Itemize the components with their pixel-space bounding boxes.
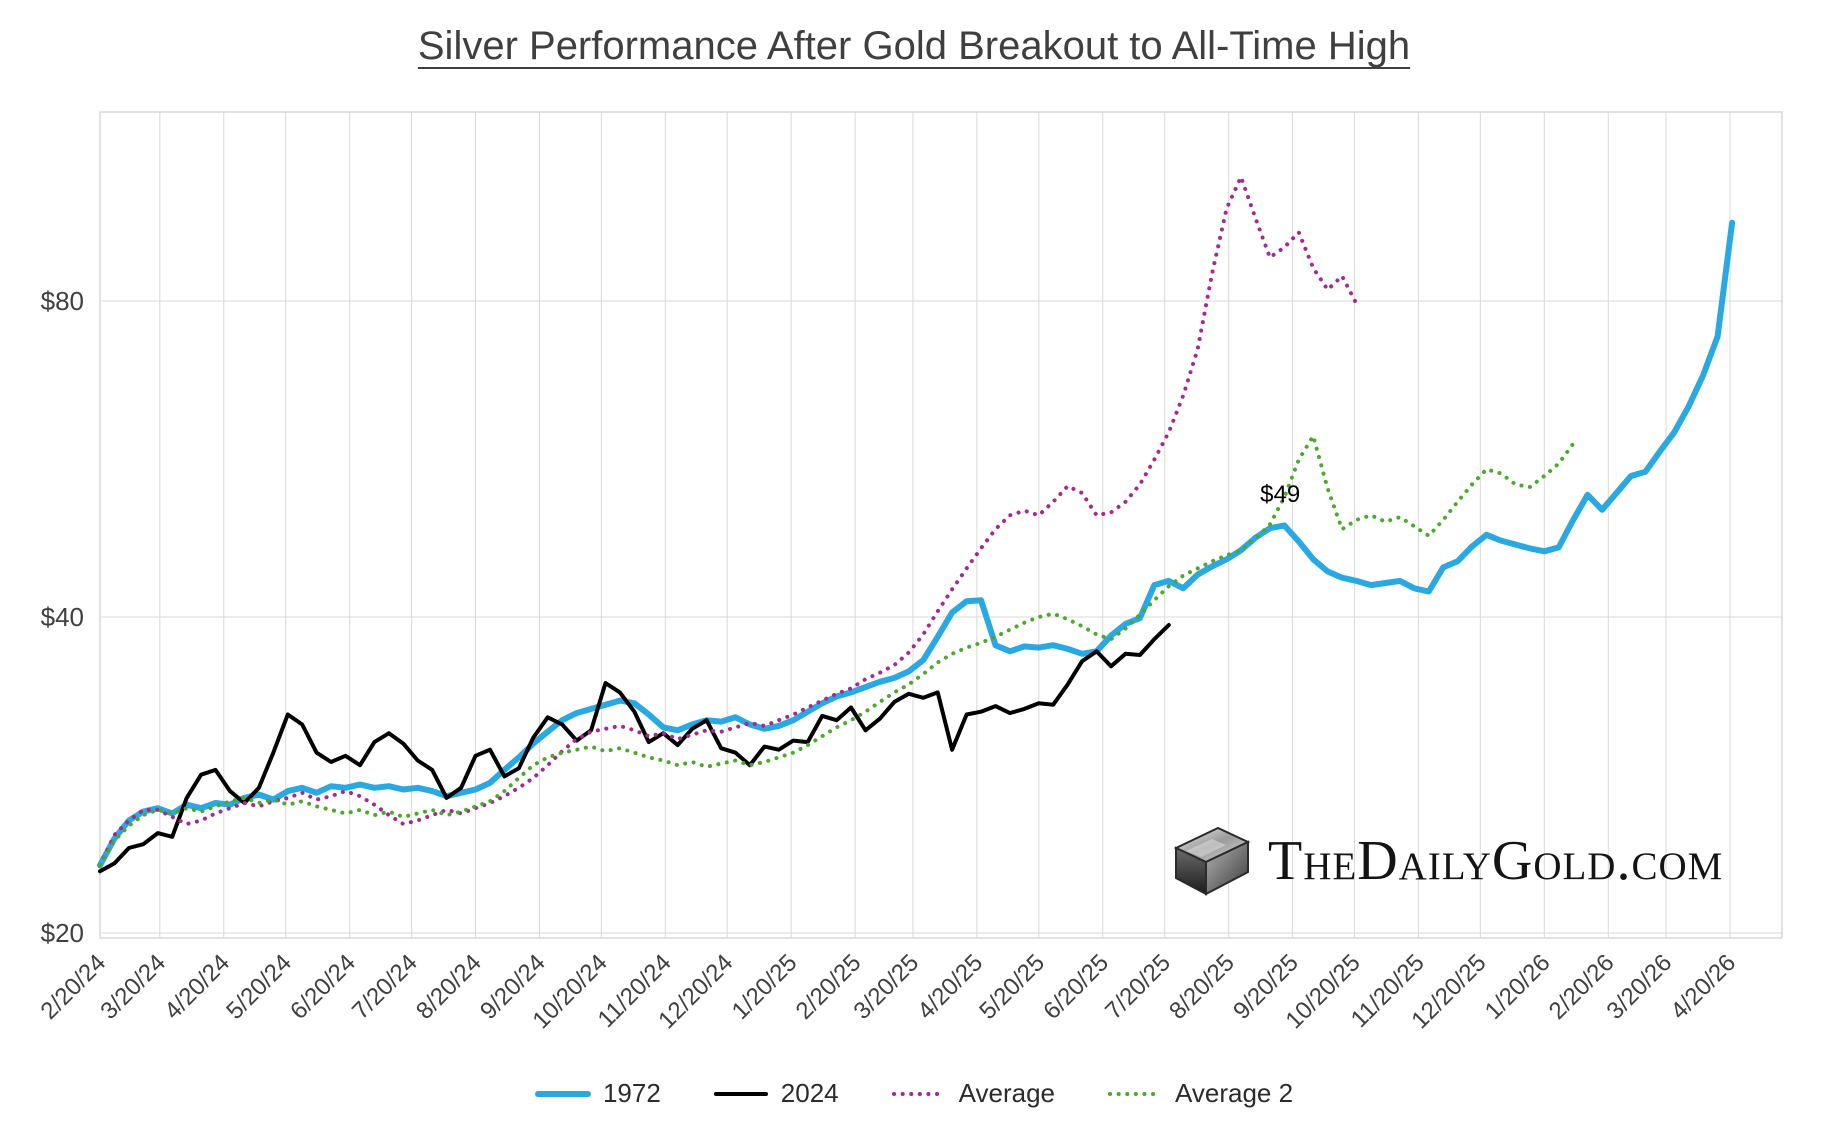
x-tick-label: 5/20/25 bbox=[974, 949, 1050, 1025]
legend-label: Average 2 bbox=[1175, 1078, 1294, 1108]
dailygold-watermark-text: TheDailyGold.com bbox=[1268, 830, 1724, 892]
y-tick-label: $80 bbox=[41, 286, 84, 316]
x-tick-label: 3/20/25 bbox=[848, 949, 924, 1025]
x-tick-label: 7/20/25 bbox=[1100, 949, 1176, 1025]
legend-swatch-2024 bbox=[713, 1091, 768, 1096]
legend-swatch-average-2 bbox=[1108, 1091, 1162, 1096]
x-tick-label: 7/20/24 bbox=[347, 949, 423, 1025]
x-tick-label: 3/20/26 bbox=[1602, 949, 1678, 1025]
x-tick-label: 8/20/24 bbox=[411, 949, 487, 1025]
series-line-average bbox=[98, 175, 1359, 868]
x-tick-label: 2/20/24 bbox=[36, 949, 112, 1025]
series-line-average-2 bbox=[98, 434, 1576, 868]
legend-swatch-average bbox=[891, 1091, 946, 1096]
chart-title: Silver Performance After Gold Breakout t… bbox=[0, 24, 1828, 69]
y-tick-label: $40 bbox=[41, 602, 84, 632]
chart-title-text: Silver Performance After Gold Breakout t… bbox=[417, 24, 1411, 68]
legend-label: 2024 bbox=[780, 1078, 839, 1108]
x-tick-label: 4/20/25 bbox=[912, 949, 988, 1025]
legend-item-average: Average bbox=[891, 1078, 1055, 1109]
x-tick-label: 8/20/25 bbox=[1164, 949, 1240, 1025]
legend-label: 1972 bbox=[602, 1078, 661, 1108]
series-line-1972 bbox=[97, 219, 1736, 869]
series-line-2024 bbox=[98, 623, 1171, 874]
x-tick-label: 4/20/26 bbox=[1666, 949, 1742, 1025]
legend-item-2024: 2024 bbox=[713, 1078, 839, 1109]
legend-item-1972: 1972 bbox=[534, 1078, 661, 1109]
x-tick-label: 6/20/24 bbox=[285, 949, 361, 1025]
legend-item-average-2: Average 2 bbox=[1107, 1078, 1293, 1109]
y-tick-label: $20 bbox=[41, 918, 84, 948]
x-tick-label: 1/20/25 bbox=[727, 949, 803, 1025]
dailygold-watermark: TheDailyGold.com bbox=[1168, 818, 1723, 904]
legend-label: Average bbox=[958, 1078, 1055, 1108]
x-tick-label: 4/20/24 bbox=[159, 949, 235, 1025]
annotation-label: $49 bbox=[1260, 481, 1300, 508]
legend-swatch-1972 bbox=[534, 1090, 591, 1097]
x-tick-label: 5/20/24 bbox=[221, 949, 297, 1025]
x-tick-label: 3/20/24 bbox=[95, 949, 171, 1025]
silver-bar-icon bbox=[1173, 826, 1251, 896]
chart-legend: 1972 2024 Average Average 2 bbox=[0, 1078, 1828, 1109]
x-tick-label: 6/20/25 bbox=[1038, 949, 1114, 1025]
x-tick-label: 1/20/26 bbox=[1480, 949, 1556, 1025]
plot-border bbox=[99, 111, 1783, 939]
